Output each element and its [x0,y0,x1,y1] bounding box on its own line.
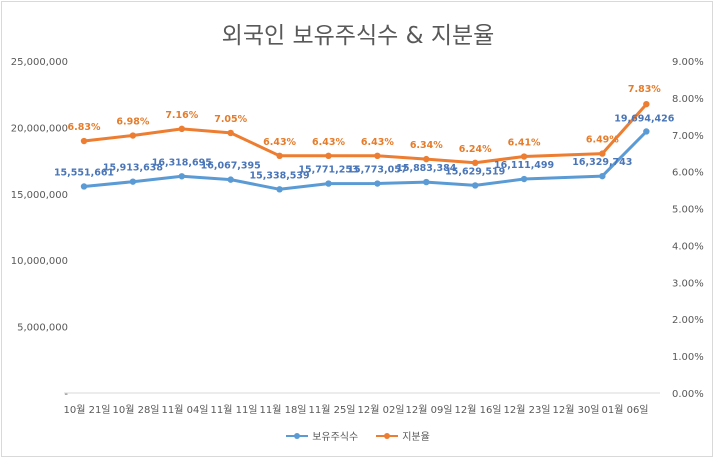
data-label-ratio: 7.05% [214,114,247,125]
right-tick-label: 0.00% [672,389,704,400]
data-label-ratio: 7.83% [628,84,661,95]
point-holdings [80,183,88,190]
right-tick-label: 2.00% [672,315,704,326]
data-label-holdings: 19,694,426 [614,113,674,124]
left-tick-label: - [64,389,68,400]
x-tick-label: 10월 21일 [63,404,110,416]
legend: 보유주식수 지분율 [0,428,716,443]
left-tick-label: 15,000,000 [11,190,68,201]
point-ratio [178,125,185,133]
data-label-holdings: 16,111,499 [494,160,554,171]
point-ratio [80,137,88,145]
data-label-ratio: 6.83% [68,122,101,133]
data-label-ratio: 7.16% [165,110,198,121]
point-holdings [325,180,332,187]
chart-title: 외국인 보유주식수 & 지분율 [221,23,495,49]
data-label-ratio: 6.43% [361,137,394,148]
x-tick-label: 10월 28일 [112,404,159,416]
data-label-ratio: 6.43% [263,137,296,148]
series-line-holdings [83,130,648,191]
right-tick-label: 7.00% [672,131,704,142]
data-label-holdings: 16,067,395 [201,161,261,172]
data-label-holdings: 15,551,661 [54,167,114,178]
point-ratio [599,150,606,157]
right-tick-label: 5.00% [672,205,704,216]
x-tick-label: 12월 02일 [357,404,404,416]
point-ratio [276,152,283,160]
data-label-ratio: 6.41% [508,138,541,149]
right-tick-label: 8.00% [672,94,704,105]
point-holdings [520,175,528,183]
data-label-holdings: 16,318,695 [152,157,212,168]
point-ratio [423,155,430,163]
legend-marker-ratio [376,432,399,440]
data-label-ratio: 6.34% [410,140,443,151]
series-line-ratio [83,103,648,165]
legend-item-ratio: 지분율 [376,428,430,443]
x-tick-label: 11월 04일 [161,404,208,416]
data-label-holdings: 15,629,519 [445,166,505,177]
point-holdings [276,186,283,193]
point-ratio [472,159,479,167]
point-ratio [374,152,381,160]
x-tick-label: 12월 16일 [454,404,501,416]
data-label-holdings: 15,883,384 [396,163,456,174]
point-holdings [599,172,606,180]
point-holdings [643,128,650,135]
right-tick-label: 6.00% [672,168,704,179]
point-ratio [520,153,528,160]
right-tick-label: 4.00% [672,241,704,252]
left-tick-label: 25,000,000 [11,57,68,68]
left-tick-label: 5,000,000 [17,323,68,334]
x-tick-label: 01월 06일 [601,404,648,416]
data-label-ratio: 6.49% [586,135,619,146]
data-label-ratio: 6.43% [312,137,345,148]
right-tick-label: 3.00% [672,278,704,289]
point-holdings [129,178,137,185]
legend-label-holdings: 보유주식수 [312,432,359,443]
data-label-holdings: 15,773,057 [347,165,407,176]
x-tick-label: 11월 11일 [210,404,257,416]
data-label-holdings: 16,329,743 [572,157,632,168]
point-holdings [472,182,479,189]
right-tick-label: 9.00% [672,57,704,68]
x-tick-label: 12월 30일 [552,404,599,416]
point-ratio [129,132,137,139]
data-label-holdings: 15,338,539 [250,170,310,181]
right-tick-label: 1.00% [672,352,704,363]
legend-item-holdings: 보유주식수 [286,428,358,443]
point-ratio [643,100,650,108]
point-holdings [423,178,430,186]
x-tick-label: 11월 25일 [308,404,355,416]
data-label-holdings: 15,771,253 [298,165,358,176]
x-tick-label: 12월 09일 [405,404,452,416]
point-ratio [325,152,332,160]
point-ratio [227,129,234,137]
x-tick-label: 11월 18일 [259,404,306,416]
left-tick-label: 10,000,000 [11,256,68,267]
point-holdings [374,180,381,187]
legend-marker-holdings [286,432,309,440]
point-holdings [178,173,185,180]
data-label-holdings: 15,913,638 [103,163,163,174]
point-holdings [227,176,234,183]
legend-label-ratio: 지분율 [402,432,430,443]
data-label-ratio: 6.98% [116,117,149,128]
x-tick-label: 12월 23일 [503,404,550,416]
data-label-ratio: 6.24% [459,144,492,155]
left-tick-label: 20,000,000 [11,123,68,134]
